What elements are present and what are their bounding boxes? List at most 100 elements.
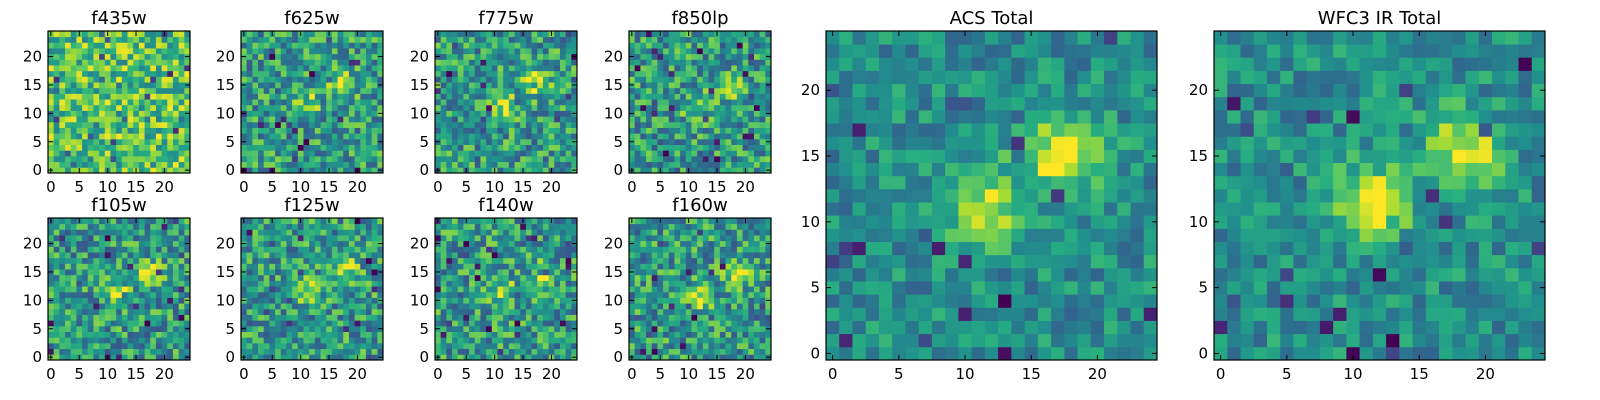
heatmap-cell (548, 48, 555, 55)
heatmap-cell (337, 31, 344, 38)
heatmap-cell (184, 65, 191, 72)
heatmap-cell (320, 280, 327, 287)
heatmap-cell (503, 82, 510, 89)
heatmap-cell (680, 144, 687, 151)
heatmap-cell (93, 252, 100, 259)
heatmap-cell (161, 53, 168, 60)
heatmap-cell (759, 303, 766, 310)
heatmap-cell (121, 99, 128, 106)
heatmap-cell (70, 144, 77, 151)
heatmap-cell (269, 252, 276, 259)
heatmap-cell (286, 121, 293, 128)
heatmap-cell (452, 167, 459, 174)
heatmap-cell (104, 42, 111, 49)
heatmap-cell (508, 161, 515, 168)
heatmap-cell (48, 303, 55, 310)
heatmap-cell (554, 354, 561, 361)
heatmap-cell (138, 348, 145, 355)
heatmap-cell (548, 82, 555, 89)
heatmap-cell (241, 320, 248, 327)
heatmap-cell (286, 53, 293, 60)
heatmap-cell (565, 348, 572, 355)
heatmap-cell (82, 133, 89, 140)
heatmap-cell (765, 320, 772, 327)
heatmap-cell (269, 269, 276, 276)
heatmap-cell (337, 263, 344, 270)
heatmap-cell (714, 93, 721, 100)
heatmap-cell (144, 161, 151, 168)
heatmap-cell (110, 104, 117, 111)
heatmap-cell (303, 65, 310, 72)
heatmap-cell (286, 320, 293, 327)
heatmap-cell (184, 218, 191, 225)
heatmap-cell (104, 48, 111, 55)
heatmap-cell (531, 342, 538, 350)
heatmap-cell (759, 31, 766, 38)
heatmap-cell (371, 223, 378, 230)
heatmap-cell (371, 229, 378, 236)
heatmap-cell (697, 104, 704, 111)
heatmap-cell (531, 235, 538, 242)
heatmap-cell (104, 342, 111, 350)
heatmap-cell (446, 127, 453, 134)
heatmap-cell (508, 144, 515, 151)
heatmap-cell (674, 167, 681, 174)
heatmap-cell (99, 269, 106, 276)
heatmap-cell (565, 144, 572, 151)
heatmap-cell (565, 291, 572, 298)
heatmap-cell (309, 87, 316, 94)
heatmap-cell (565, 297, 572, 304)
heatmap-cell (514, 161, 521, 168)
heatmap-cell (559, 127, 567, 134)
heatmap-cell (435, 348, 442, 355)
heatmap-cell (76, 70, 83, 77)
heatmap-cell (452, 252, 459, 259)
heatmap-cell (70, 240, 77, 247)
heatmap-cell (708, 99, 715, 106)
heatmap-cell (503, 325, 510, 332)
heatmap-cell (53, 155, 60, 163)
heatmap-cell (343, 252, 350, 259)
heatmap-cell (463, 286, 470, 293)
heatmap-cell (508, 297, 515, 304)
heatmap-cell (70, 291, 77, 298)
heatmap-cell (309, 269, 316, 276)
heatmap-cell (76, 280, 83, 287)
heatmap-cell (474, 331, 481, 338)
heatmap-cell (491, 269, 498, 276)
heatmap-cell (258, 133, 265, 140)
heatmap-cell (646, 150, 653, 157)
heatmap-cell (446, 76, 453, 83)
heatmap-cell (144, 269, 151, 276)
heatmap-cell (144, 280, 151, 287)
heatmap-cell (480, 354, 487, 361)
heatmap-cell (337, 229, 344, 236)
heatmap-cell (725, 138, 732, 145)
heatmap-cell (634, 127, 641, 134)
heatmap-cell (463, 133, 470, 140)
heatmap-cell (337, 286, 344, 293)
heatmap-cell (326, 342, 333, 350)
heatmap-cell (297, 325, 304, 332)
heatmap-cell (280, 252, 287, 259)
heatmap-cell (246, 144, 253, 151)
heatmap-cell (646, 31, 653, 38)
heatmap-cell (144, 70, 151, 77)
heatmap-cell (354, 155, 361, 163)
heatmap-cell (246, 314, 253, 321)
heatmap-cell (184, 76, 191, 83)
heatmap-cell (503, 320, 510, 327)
heatmap-cell (646, 297, 653, 304)
heatmap-cell (365, 314, 373, 321)
heatmap-cell (571, 99, 578, 106)
heatmap-cell (651, 144, 658, 151)
heatmap-cell (486, 93, 493, 100)
heatmap-cell (82, 257, 89, 264)
heatmap-cell (537, 104, 544, 111)
heatmap-cell (708, 70, 715, 77)
heatmap-cell (742, 331, 749, 338)
heatmap-cell (275, 269, 282, 276)
heatmap-cell (246, 325, 253, 332)
heatmap-cell (59, 240, 66, 247)
heatmap-cell (110, 82, 117, 89)
